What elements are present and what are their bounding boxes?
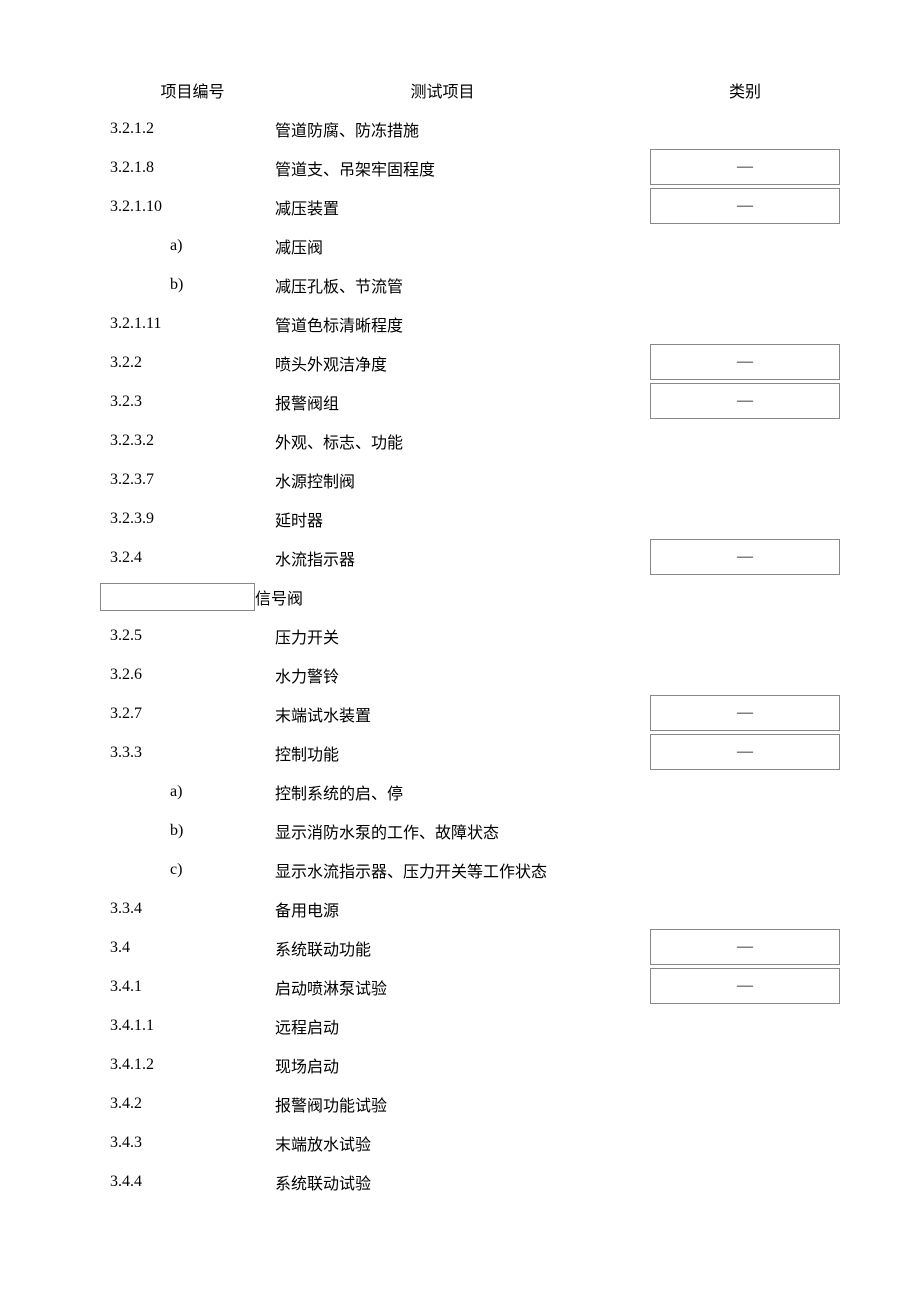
row-name: 信号阀	[255, 585, 650, 609]
row-id: 3.2.3.2	[110, 432, 275, 450]
row-name: 备用电源	[275, 897, 650, 921]
row-id: 3.4.4	[110, 1173, 275, 1191]
table-row: 3.2.1.10减压装置—	[110, 187, 840, 226]
row-id: 3.4.1.1	[110, 1017, 275, 1035]
row-name: 管道支、吊架牢固程度	[275, 156, 650, 180]
table-row: 3.2.6水力警铃	[110, 655, 840, 694]
row-name: 减压装置	[275, 195, 650, 219]
table-row: b)显示消防水泵的工作、故障状态	[110, 811, 840, 850]
row-name: 外观、标志、功能	[275, 429, 650, 453]
row-name: 压力开关	[275, 624, 650, 648]
row-id: 3.2.4	[110, 549, 275, 567]
row-category: —	[650, 149, 840, 185]
row-id: c)	[110, 861, 275, 879]
table-row: c)显示水流指示器、压力开关等工作状态	[110, 850, 840, 889]
table-row: 3.2.2喷头外观洁净度—	[110, 343, 840, 382]
table-row: 3.2.1.8管道支、吊架牢固程度—	[110, 148, 840, 187]
row-id: 3.2.3.9	[110, 510, 275, 528]
table-row: 3.4系统联动功能—	[110, 928, 840, 967]
row-id: 3.2.3	[110, 393, 275, 411]
row-id: 3.4.1	[110, 978, 275, 996]
row-name: 报警阀组	[275, 390, 650, 414]
document-page: 项目编号 测试项目 类别 3.2.1.2管道防腐、防冻措施3.2.1.8管道支、…	[0, 0, 920, 1241]
row-id	[100, 583, 255, 611]
table-row: 3.4.2报警阀功能试验	[110, 1084, 840, 1123]
row-name: 管道防腐、防冻措施	[275, 117, 650, 141]
table-row: 3.2.3.9延时器	[110, 499, 840, 538]
table-header-row: 项目编号 测试项目 类别	[110, 70, 840, 109]
table-row: 3.2.7末端试水装置—	[110, 694, 840, 733]
table-row: 3.2.3报警阀组—	[110, 382, 840, 421]
row-name: 减压阀	[275, 234, 650, 258]
table-row: 3.3.3控制功能—	[110, 733, 840, 772]
row-id: 3.2.1.10	[110, 198, 275, 216]
table-row: b)减压孔板、节流管	[110, 265, 840, 304]
table-row: 3.2.3.2外观、标志、功能	[110, 421, 840, 460]
table-row: a)减压阀	[110, 226, 840, 265]
row-name: 末端放水试验	[275, 1131, 650, 1155]
row-id: a)	[110, 237, 275, 255]
table-body: 3.2.1.2管道防腐、防冻措施3.2.1.8管道支、吊架牢固程度—3.2.1.…	[110, 109, 840, 1201]
row-name: 管道色标清晰程度	[275, 312, 650, 336]
table-row: 3.4.3末端放水试验	[110, 1123, 840, 1162]
row-category: —	[650, 344, 840, 380]
table-row: a)控制系统的启、停	[110, 772, 840, 811]
table-row: 3.4.1.1远程启动	[110, 1006, 840, 1045]
row-name: 水源控制阀	[275, 468, 650, 492]
table-row: 信号阀	[110, 577, 840, 616]
table-row: 3.2.3.7水源控制阀	[110, 460, 840, 499]
row-name: 喷头外观洁净度	[275, 351, 650, 375]
row-name: 系统联动试验	[275, 1170, 650, 1194]
table-row: 3.4.1.2现场启动	[110, 1045, 840, 1084]
row-id: 3.3.4	[110, 900, 275, 918]
row-name: 显示消防水泵的工作、故障状态	[275, 819, 650, 843]
row-category: —	[650, 734, 840, 770]
table-row: 3.4.4系统联动试验	[110, 1162, 840, 1201]
table-row: 3.4.1启动喷淋泵试验—	[110, 967, 840, 1006]
row-category: —	[650, 383, 840, 419]
row-name: 水流指示器	[275, 546, 650, 570]
row-id: 3.2.5	[110, 627, 275, 645]
table-row: 3.2.1.2管道防腐、防冻措施	[110, 109, 840, 148]
row-name: 末端试水装置	[275, 702, 650, 726]
row-id: 3.4.3	[110, 1134, 275, 1152]
row-id: 3.4.2	[110, 1095, 275, 1113]
table-row: 3.2.5压力开关	[110, 616, 840, 655]
row-name: 延时器	[275, 507, 650, 531]
row-id: 3.3.3	[110, 744, 275, 762]
row-id: 3.2.2	[110, 354, 275, 372]
row-id: 3.2.7	[110, 705, 275, 723]
row-id: 3.4.1.2	[110, 1056, 275, 1074]
row-id: b)	[110, 822, 275, 840]
row-id: 3.2.1.8	[110, 159, 275, 177]
row-name: 控制功能	[275, 741, 650, 765]
row-category: —	[650, 188, 840, 224]
row-id: 3.2.1.11	[110, 315, 275, 333]
row-id: a)	[110, 783, 275, 801]
row-category: —	[650, 539, 840, 575]
row-name: 控制系统的启、停	[275, 780, 650, 804]
table-row: 3.3.4备用电源	[110, 889, 840, 928]
row-name: 显示水流指示器、压力开关等工作状态	[275, 858, 650, 882]
row-name: 减压孔板、节流管	[275, 273, 650, 297]
row-name: 远程启动	[275, 1014, 650, 1038]
row-name: 系统联动功能	[275, 936, 650, 960]
row-name: 现场启动	[275, 1053, 650, 1077]
row-id: 3.2.3.7	[110, 471, 275, 489]
header-id: 项目编号	[110, 78, 275, 102]
row-category: —	[650, 929, 840, 965]
row-name: 水力警铃	[275, 663, 650, 687]
header-cat: 类别	[650, 78, 840, 102]
row-category: —	[650, 968, 840, 1004]
row-category: —	[650, 695, 840, 731]
table-row: 3.2.1.11管道色标清晰程度	[110, 304, 840, 343]
row-name: 启动喷淋泵试验	[275, 975, 650, 999]
row-name: 报警阀功能试验	[275, 1092, 650, 1116]
row-id: b)	[110, 276, 275, 294]
table-row: 3.2.4水流指示器—	[110, 538, 840, 577]
row-id: 3.2.6	[110, 666, 275, 684]
row-id: 3.4	[110, 939, 275, 957]
header-name: 测试项目	[275, 78, 650, 102]
row-id: 3.2.1.2	[110, 120, 275, 138]
